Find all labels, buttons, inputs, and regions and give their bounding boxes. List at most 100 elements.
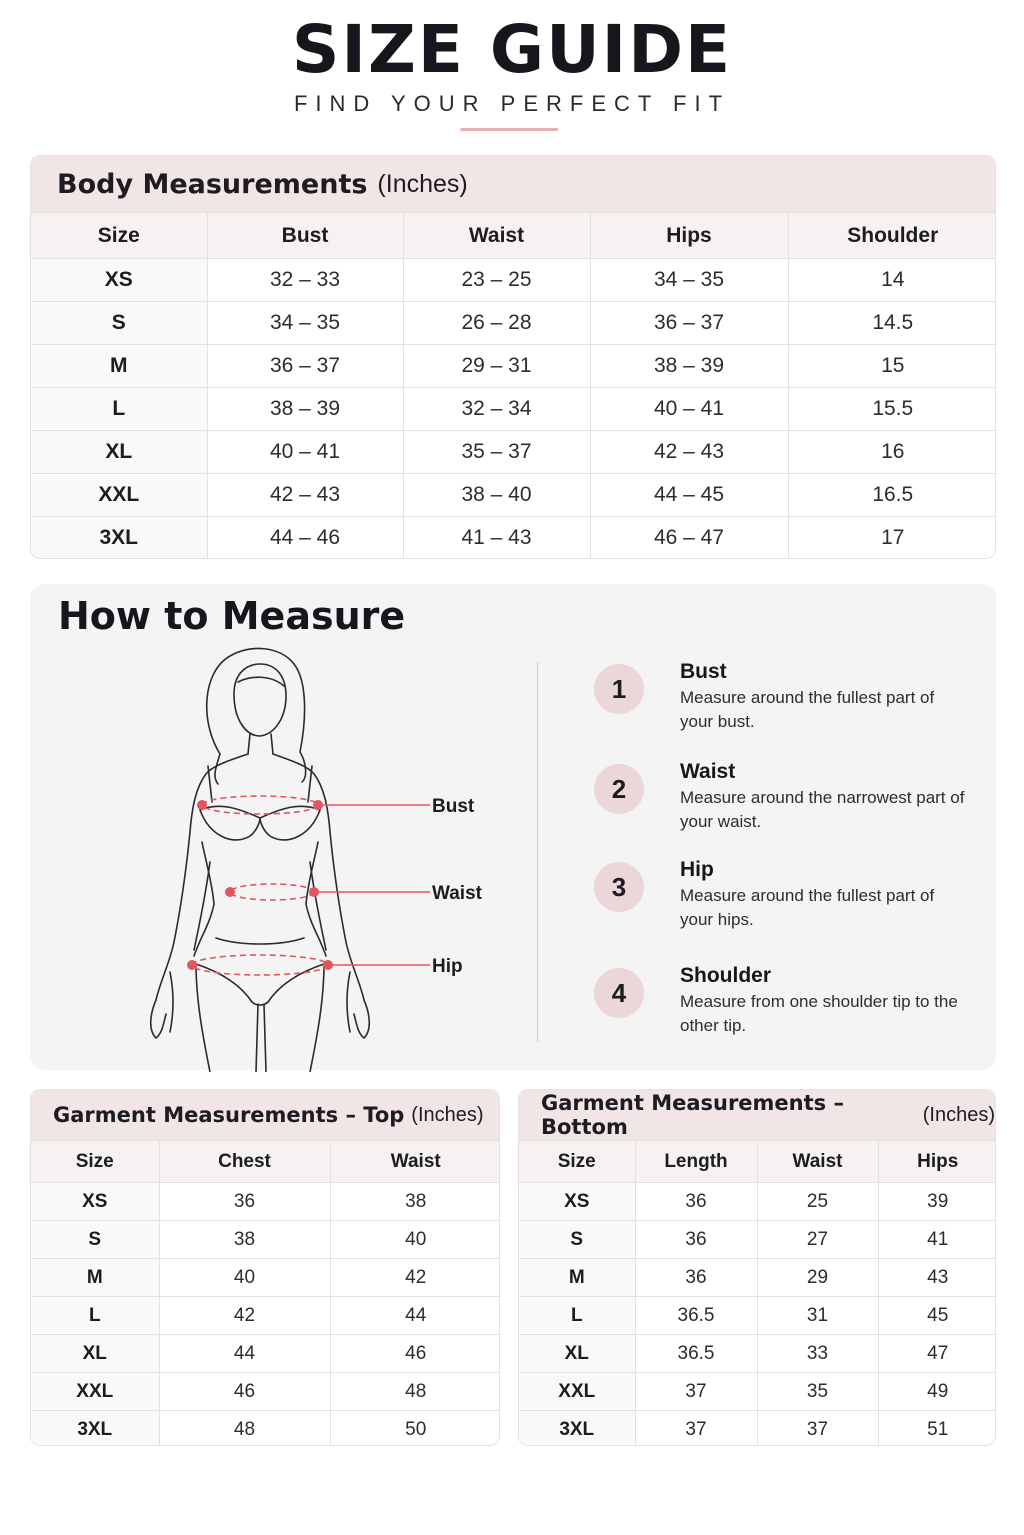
value-cell: 31 — [757, 1296, 879, 1335]
value-cell: 37 — [635, 1410, 758, 1445]
value-cell: 37 — [757, 1410, 879, 1445]
value-cell: 45 — [878, 1296, 995, 1335]
step-description: Measure around the fullest part of your … — [680, 886, 935, 929]
body-figure-illustration: Bust Waist Hip — [149, 647, 483, 1072]
size-cell: XL — [31, 1334, 160, 1373]
value-cell: 40 – 41 — [590, 387, 789, 431]
size-cell: M — [31, 1258, 160, 1297]
value-cell: 23 – 25 — [403, 258, 591, 302]
column-header: Waist — [403, 212, 591, 259]
value-cell: 44 – 45 — [590, 473, 789, 517]
step-number-badge: 1 — [594, 664, 644, 714]
size-cell: 3XL — [519, 1410, 636, 1445]
column-header: Shoulder — [788, 212, 995, 259]
value-cell: 33 — [757, 1334, 879, 1373]
value-cell: 50 — [330, 1410, 499, 1445]
step-description: Measure from one shoulder tip to the oth… — [680, 992, 958, 1035]
table-row: 3XL 37 37 51 — [519, 1410, 995, 1445]
title-underline — [460, 128, 558, 131]
step-description: Measure around the fullest part of your … — [680, 688, 935, 731]
size-cell: L — [31, 387, 208, 431]
figure-label-bust: Bust — [432, 796, 475, 817]
size-cell: S — [31, 1220, 160, 1259]
card-title: Body Measurements — [57, 168, 368, 200]
value-cell: 34 – 35 — [590, 258, 789, 302]
value-cell: 32 – 33 — [207, 258, 404, 302]
card-unit: (Inches) — [411, 1103, 484, 1126]
size-cell: XXL — [519, 1372, 636, 1411]
value-cell: 36 – 37 — [590, 301, 789, 345]
step-name: Bust — [680, 660, 727, 683]
size-cell: L — [519, 1296, 636, 1335]
value-cell: 36.5 — [635, 1334, 758, 1373]
figure-label-waist: Waist — [432, 883, 483, 904]
value-cell: 36 — [159, 1182, 331, 1221]
table-row: L 42 44 — [31, 1296, 499, 1335]
column-header: Hips — [590, 212, 789, 259]
table-row: L 36.5 31 45 — [519, 1296, 995, 1335]
section-title: How to Measure — [58, 594, 406, 638]
size-cell: 3XL — [31, 516, 208, 558]
garment-bottom-card: Garment Measurements – Bottom (Inches) S… — [518, 1089, 996, 1446]
table-header-row: Size Chest Waist — [31, 1140, 499, 1183]
table-header-row: Size Length Waist Hips — [519, 1140, 995, 1183]
garment-bottom-table: Size Length Waist Hips XS 36 25 39 S 36 27 41 M 3… — [519, 1140, 995, 1445]
value-cell: 27 — [757, 1220, 879, 1259]
value-cell: 46 — [159, 1372, 331, 1411]
value-cell: 40 — [159, 1258, 331, 1297]
step-number-badge: 2 — [594, 764, 644, 814]
column-header: Hips — [878, 1140, 995, 1183]
size-cell: XS — [31, 1182, 160, 1221]
table-header-row: Size Bust Waist Hips Shoulder — [31, 212, 995, 259]
garment-top-table: Size Chest Waist XS 36 38 S 38 40 M 40 42 L 42 44 XL… — [31, 1140, 499, 1445]
size-cell: XS — [519, 1182, 636, 1221]
table-row: S 36 27 41 — [519, 1220, 995, 1259]
page-title: SIZE GUIDE — [291, 11, 733, 88]
step-description: Measure around the narrowest part of you… — [680, 788, 965, 831]
table-row: S 38 40 — [31, 1220, 499, 1259]
value-cell: 34 – 35 — [207, 301, 404, 345]
step-name: Shoulder — [680, 964, 772, 987]
value-cell: 29 – 31 — [403, 344, 591, 388]
value-cell: 26 – 28 — [403, 301, 591, 345]
table-row: XL 44 46 — [31, 1334, 499, 1373]
size-cell: XXL — [31, 1372, 160, 1411]
card-header: Garment Measurements – Top (Inches) — [31, 1090, 499, 1140]
table-row: XXL 37 35 49 — [519, 1372, 995, 1411]
value-cell: 44 — [159, 1334, 331, 1373]
table-row: XXL 46 48 — [31, 1372, 499, 1411]
value-cell: 49 — [878, 1372, 995, 1411]
column-header: Waist — [330, 1140, 499, 1183]
value-cell: 36.5 — [635, 1296, 758, 1335]
column-header: Size — [31, 1140, 160, 1183]
table-row: S 34 – 35 26 – 28 36 – 37 14.5 — [31, 301, 995, 345]
table-row: XS 36 38 — [31, 1182, 499, 1221]
value-cell: 42 – 43 — [207, 473, 404, 517]
column-header: Chest — [159, 1140, 331, 1183]
value-cell: 16.5 — [788, 473, 995, 517]
value-cell: 42 — [159, 1296, 331, 1335]
size-cell: S — [519, 1220, 636, 1259]
card-title: Garment Measurements – Bottom — [541, 1091, 844, 1139]
column-header: Waist — [757, 1140, 879, 1183]
value-cell: 17 — [788, 516, 995, 558]
size-cell: XS — [31, 258, 208, 302]
size-cell: M — [519, 1258, 636, 1297]
value-cell: 51 — [878, 1410, 995, 1445]
column-header: Size — [519, 1140, 636, 1183]
step-name: Waist — [680, 760, 736, 783]
value-cell: 44 — [330, 1296, 499, 1335]
how-to-measure-section: How to Measure — [30, 584, 996, 1072]
value-cell: 38 — [159, 1220, 331, 1259]
value-cell: 43 — [878, 1258, 995, 1297]
value-cell: 41 – 43 — [403, 516, 591, 558]
value-cell: 41 — [878, 1220, 995, 1259]
step-number-badge: 3 — [594, 862, 644, 912]
column-header: Bust — [207, 212, 404, 259]
card-header: Garment Measurements – Bottom (Inches) — [519, 1090, 995, 1140]
value-cell: 46 – 47 — [590, 516, 789, 558]
value-cell: 35 — [757, 1372, 879, 1411]
size-cell: 3XL — [31, 1410, 160, 1445]
column-header: Size — [31, 212, 208, 259]
table-row: XS 32 – 33 23 – 25 34 – 35 14 — [31, 258, 995, 302]
